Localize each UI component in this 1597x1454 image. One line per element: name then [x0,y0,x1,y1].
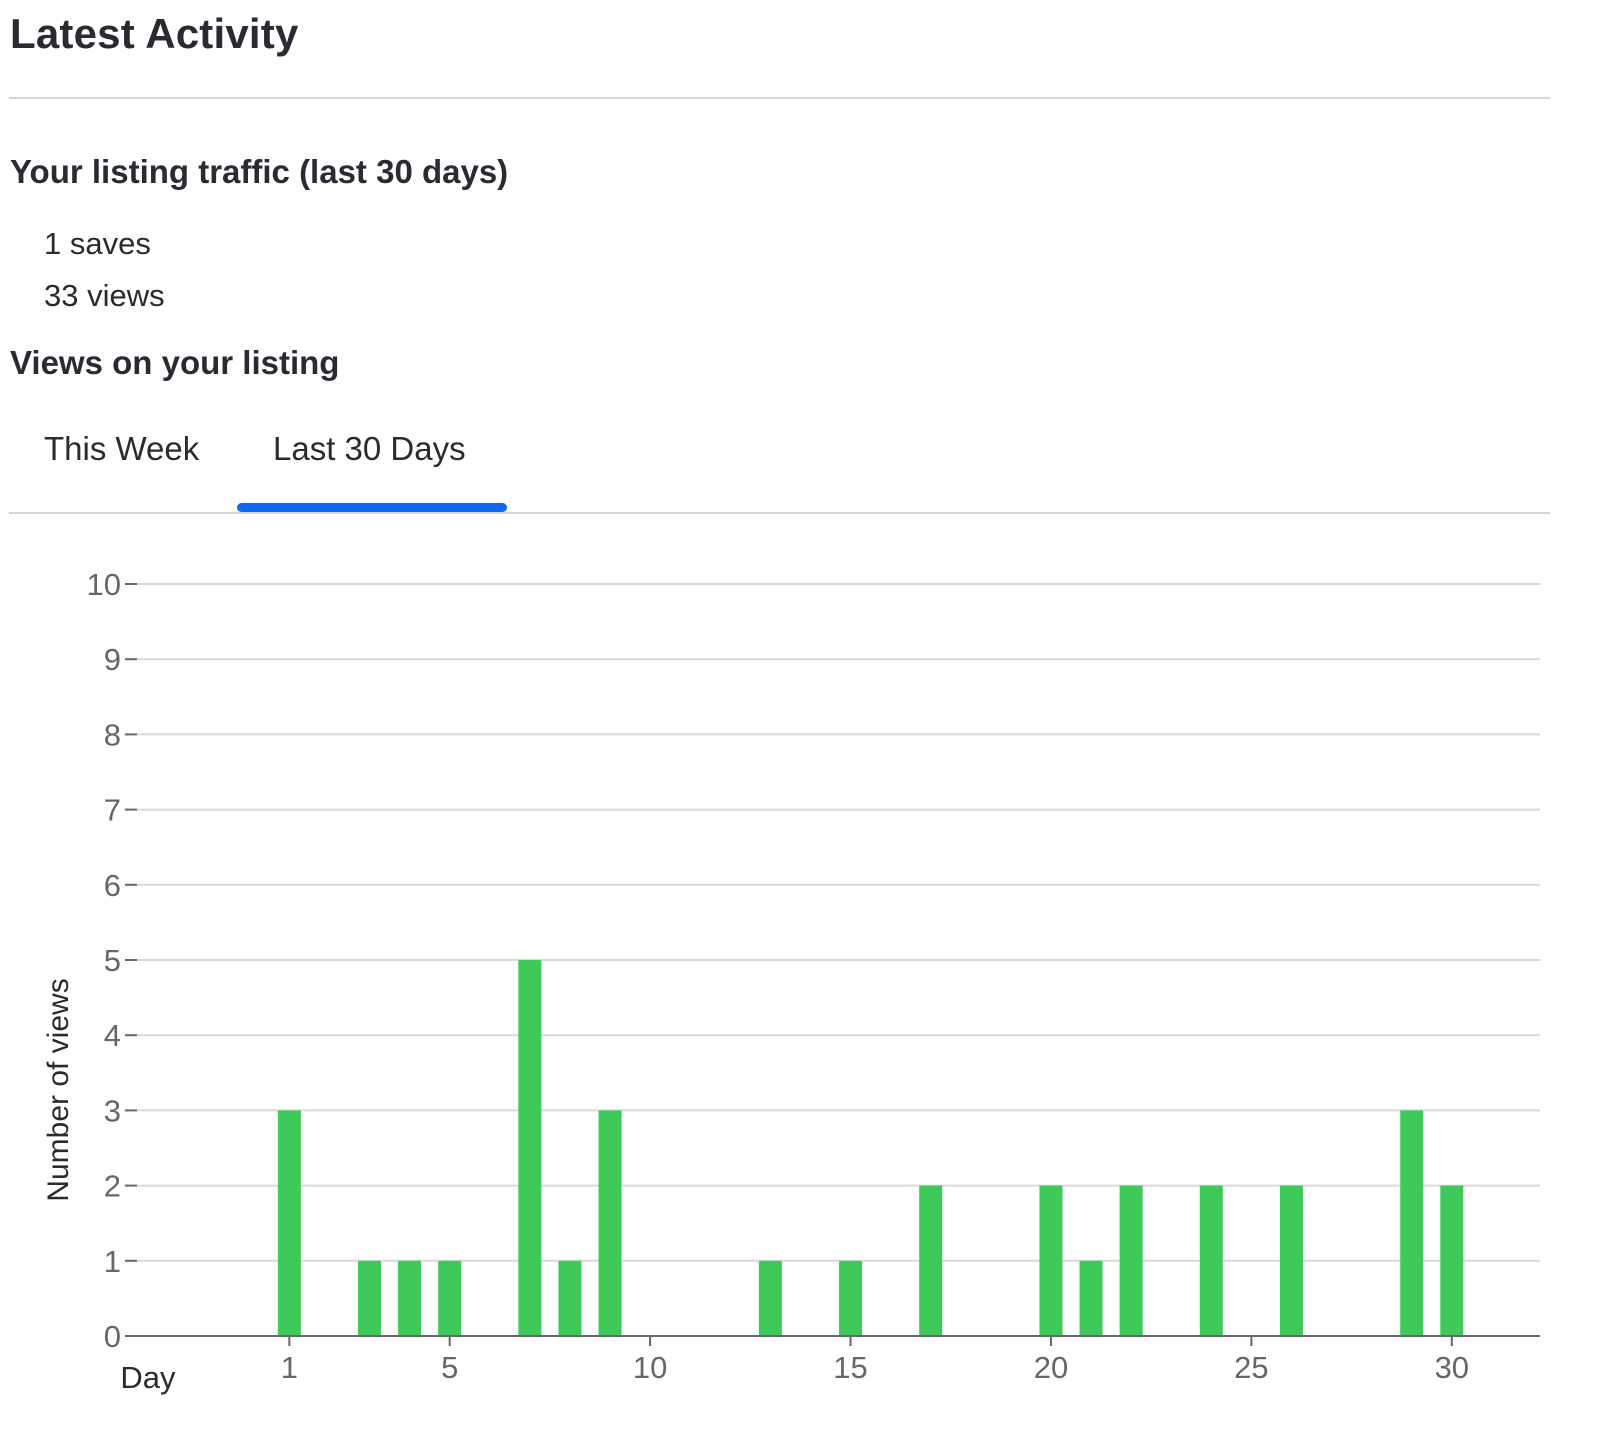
tab-this-week[interactable]: This Week [44,430,200,467]
bars [277,960,1464,1336]
views-section-title: Views on your listing [10,344,340,381]
y-tick-label: 7 [104,793,121,828]
y-tick-label: 5 [104,943,121,978]
y-tick-label: 8 [104,717,121,752]
bar-day-17 [919,1185,943,1336]
y-tick-label: 0 [104,1319,121,1354]
x-tick-label: 25 [1234,1350,1268,1385]
y-axis-title: Number of views [42,978,75,1201]
y-tick-label: 9 [104,642,121,677]
x-tick-label: 5 [441,1350,458,1385]
x-tick-label: 10 [633,1350,667,1385]
y-tick-label: 2 [104,1169,121,1204]
x-tick-label: 1 [281,1350,298,1385]
bar-day-9 [598,1110,622,1336]
bar-day-24 [1199,1185,1223,1336]
y-tick-label: 6 [104,868,121,903]
tab-last-30-days[interactable]: Last 30 Days [273,430,466,467]
bar-day-15 [839,1260,863,1336]
y-tick-label: 1 [104,1244,121,1279]
x-axis-title: Day [120,1360,176,1395]
traffic-title: Your listing traffic (last 30 days) [10,153,509,190]
page-title: Latest Activity [10,10,299,57]
x-tick-label: 20 [1034,1350,1068,1385]
active-tab-indicator [237,503,507,512]
bar-day-22 [1119,1185,1143,1336]
y-tick-label: 10 [87,567,121,602]
header-divider [9,97,1550,99]
bar-day-30 [1440,1185,1464,1336]
saves-count: 1 saves [44,226,151,261]
views-count: 33 views [44,278,165,313]
grid-lines [137,583,1540,1262]
x-tick-label: 15 [833,1350,867,1385]
bar-day-4 [398,1260,422,1336]
bar-day-13 [758,1260,782,1336]
bar-day-29 [1400,1110,1424,1336]
bar-day-3 [358,1260,382,1336]
views-tabs: This Week Last 30 Days [0,410,1597,514]
bar-day-7 [518,960,542,1336]
bar-day-20 [1039,1185,1063,1336]
y-tick-label: 3 [104,1093,121,1128]
x-tick-label: 30 [1435,1350,1469,1385]
bar-day-5 [438,1260,462,1336]
tabs-divider [9,512,1550,514]
y-tick-label: 4 [104,1018,121,1053]
bar-day-21 [1079,1260,1103,1336]
bar-day-1 [277,1110,301,1336]
bar-day-8 [558,1260,582,1336]
bar-day-26 [1279,1185,1303,1336]
